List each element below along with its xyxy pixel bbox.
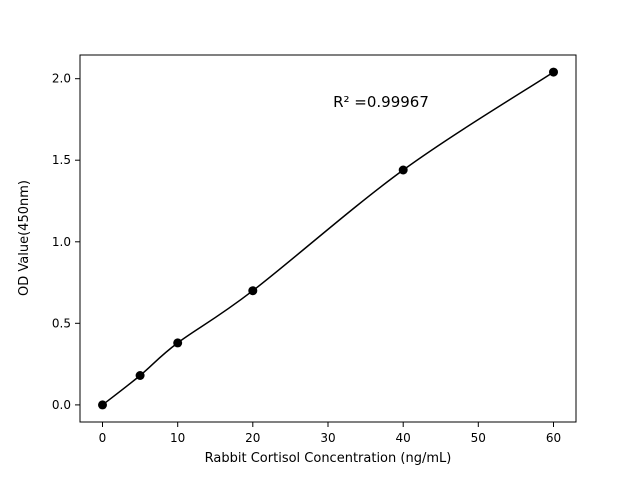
axes-spines — [79, 54, 577, 423]
plot-frame — [79, 54, 577, 423]
x-tick-label: 50 — [471, 431, 486, 445]
x-tick-label: 30 — [320, 431, 335, 445]
y-axis-ticks: 0.0 0.5 1.0 1.5 2.0 — [52, 72, 80, 412]
data-point — [398, 165, 408, 175]
y-tick-label: 1.0 — [52, 235, 71, 249]
x-tick-label: 20 — [245, 431, 260, 445]
y-tick-label: 1.5 — [52, 153, 71, 167]
y-tick-label: 0.5 — [52, 316, 71, 330]
data-point — [98, 400, 107, 410]
x-tick-label: 40 — [396, 431, 411, 445]
y-tick-label: 2.0 — [52, 72, 71, 86]
data-point — [248, 286, 258, 296]
y-tick-label: 0.0 — [52, 398, 71, 412]
x-axis-label: Rabbit Cortisol Concentration (ng/mL) — [205, 451, 452, 466]
x-tick-label: 0 — [99, 431, 107, 445]
r-squared-annotation: R² =0.99967 — [333, 93, 429, 111]
x-axis-ticks: 0 10 20 30 40 50 60 — [99, 422, 561, 445]
data-point — [173, 338, 183, 348]
x-tick-label: 10 — [170, 431, 185, 445]
data-point — [549, 67, 558, 77]
fit-line-group — [102, 71, 554, 406]
fit-line — [102, 71, 554, 406]
x-tick-label: 60 — [546, 431, 561, 445]
data-point — [135, 371, 145, 380]
y-axis-label: OD Value(450nm) — [17, 180, 32, 296]
data-points-group — [98, 67, 558, 410]
